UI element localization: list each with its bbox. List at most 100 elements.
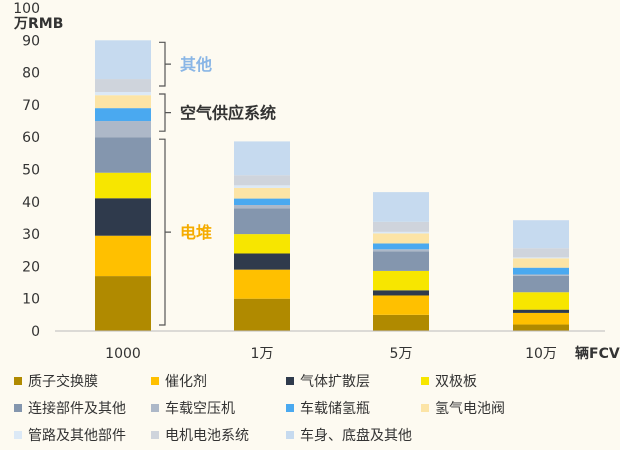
bar-segment [373, 249, 429, 252]
annotation-brace [159, 138, 171, 326]
bar-segment [373, 290, 429, 296]
bar-segment [95, 172, 151, 199]
legend-label: 管路及其他部件 [28, 428, 126, 444]
bar-segment [234, 208, 290, 235]
x-tick-label: 1000 [105, 346, 141, 362]
bar-segment [234, 185, 290, 188]
y-tick-label: 30 [22, 227, 40, 243]
bar-segment [513, 309, 569, 313]
legend-swatch [286, 431, 294, 439]
bar-segment [95, 235, 151, 277]
legend-item: 电机电池系统 [151, 426, 286, 444]
bar-segment [373, 243, 429, 250]
bar-segment [373, 231, 429, 234]
bar-segment [373, 314, 429, 331]
legend-item: 双极板 [421, 372, 556, 390]
legend-item: 催化剂 [151, 372, 286, 390]
legend-swatch [151, 431, 159, 439]
legend-item: 连接部件及其他 [14, 399, 151, 417]
bar-segment [234, 175, 290, 186]
y-tick-label: 50 [22, 163, 40, 179]
legend-item: 车载空压机 [151, 399, 286, 417]
bar-segment [513, 257, 569, 259]
y-tick-label: 80 [22, 66, 40, 82]
legend-item: 车身、底盘及其他 [286, 426, 421, 444]
bar-segment [373, 295, 429, 315]
y-tick-label: 70 [22, 98, 40, 114]
bar-segment [513, 312, 569, 325]
legend-label: 连接部件及其他 [28, 401, 126, 417]
x-tick-label: 10万 [525, 346, 557, 362]
bar-segment [513, 248, 569, 258]
x-axis-label: 辆FCV [575, 345, 620, 362]
y-tick-label: 100 [13, 1, 40, 17]
legend-swatch [286, 377, 294, 385]
legend-label: 催化剂 [165, 374, 207, 390]
bar-segment [513, 324, 569, 331]
bar-segment [234, 269, 290, 299]
legend-item: 管路及其他部件 [14, 426, 151, 444]
bar-segment [95, 121, 151, 138]
legend-item: 车载储氢瓶 [286, 399, 421, 417]
legend-item: 质子交换膜 [14, 372, 151, 390]
y-tick-label: 40 [22, 195, 40, 211]
bar-segment [513, 267, 569, 275]
legend-label: 双极板 [435, 374, 477, 390]
bar-segment [373, 221, 429, 232]
legend-label: 气体扩散层 [300, 374, 370, 390]
annotation-label: 电堆 [180, 223, 212, 242]
stacked-bar-chart: 万RMB 辆FCV 0 10 20 30 40 50 60 70 80 90 100 1000 1万 5… [13, 1, 620, 362]
legend-label: 质子交换膜 [28, 374, 98, 390]
annotation-brace [159, 93, 171, 132]
bar-segment [95, 137, 151, 173]
annotation-label: 其他 [180, 55, 212, 74]
bar-segment [95, 95, 151, 109]
bar-segment [373, 270, 429, 291]
legend-swatch [421, 377, 429, 385]
legend-label: 车载空压机 [165, 401, 235, 417]
bar-segment [373, 192, 429, 222]
legend-label: 氢气电池阀 [435, 401, 505, 417]
bar-segment [95, 198, 151, 236]
legend-swatch [151, 377, 159, 385]
legend-swatch [151, 404, 159, 412]
bar-segment [95, 276, 151, 331]
bar-segment [234, 298, 290, 331]
bar-segment [373, 251, 429, 271]
legend-swatch [286, 404, 294, 412]
bar-segment [95, 91, 151, 96]
bar-segment [234, 253, 290, 270]
x-tick-label: 5万 [390, 346, 413, 362]
legend-swatch [14, 431, 22, 439]
legend-swatch [14, 404, 22, 412]
bar-segment [513, 258, 569, 268]
bar-segment [95, 79, 151, 92]
y-tick-label: 60 [22, 130, 40, 146]
bar-segment [234, 205, 290, 209]
bar-segment [95, 40, 151, 80]
bar-segment [513, 274, 569, 276]
legend-label: 车身、底盘及其他 [300, 428, 412, 444]
bar-segment [234, 187, 290, 199]
bar-segment [95, 108, 151, 122]
legend-swatch [14, 377, 22, 385]
bar-segment [513, 275, 569, 293]
bar-segment [234, 234, 290, 254]
legend-swatch [421, 404, 429, 412]
annotation-label: 空气供应系统 [180, 104, 276, 123]
legend: 质子交换膜 催化剂 气体扩散层 双极板连接部件及其他 车载空压机 车载储氢瓶 氢气电池阀管路… [14, 372, 614, 444]
y-tick-label: 10 [22, 292, 40, 308]
legend-label: 车载储氢瓶 [300, 401, 370, 417]
bar-segment [373, 233, 429, 244]
bar-segment [234, 141, 290, 176]
y-tick-label: 20 [22, 259, 40, 275]
legend-item: 氢气电池阀 [421, 399, 556, 417]
annotation-brace [159, 41, 171, 87]
x-tick-label: 1万 [251, 346, 274, 362]
y-tick-label: 0 [31, 324, 40, 340]
legend-label: 电机电池系统 [165, 428, 249, 444]
y-tick-label: 90 [22, 33, 40, 49]
bar-segment [513, 220, 569, 249]
bar-segment [513, 292, 569, 310]
bar-segment [234, 198, 290, 206]
